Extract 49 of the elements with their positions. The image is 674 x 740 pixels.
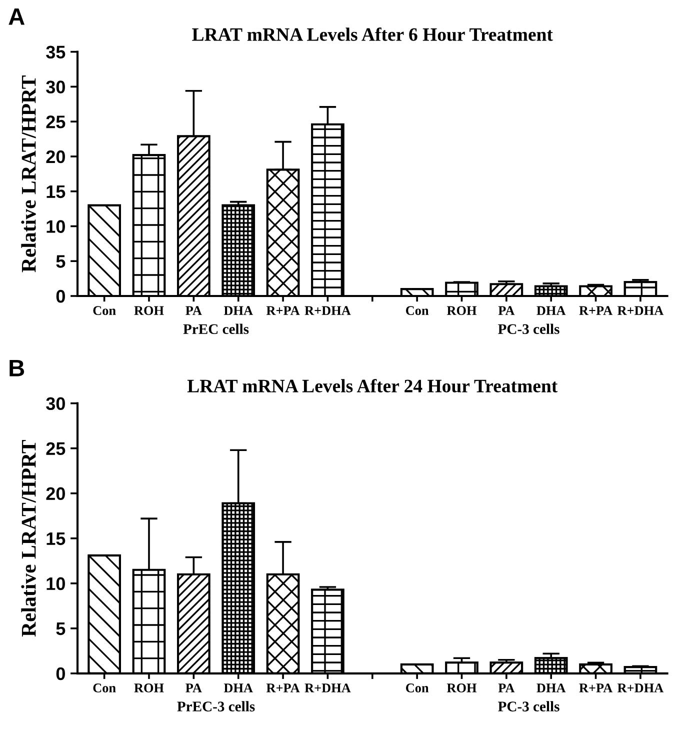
text: PC-3 cells [498, 701, 560, 712]
y-tick-label: 0 [56, 290, 65, 303]
y-tick-label: 30 [46, 80, 65, 94]
x-tick-label: DHA [224, 306, 253, 315]
x-tick-label: R+PA [579, 306, 613, 315]
y-tick-label: 10 [46, 220, 65, 233]
x-tick-label: PA [186, 306, 202, 315]
x-tick-label: R+PA [266, 306, 300, 315]
x-tick-label: DHA [224, 684, 253, 692]
x-tick-label: R+PA [266, 684, 300, 692]
x-tick-label: R+DHA [617, 684, 664, 692]
text: PC-3 cells [498, 324, 560, 334]
chart-title: LRAT mRNA Levels After 6 Hour Treatment [192, 27, 553, 41]
x-tick-label: PA [498, 684, 515, 692]
y-tick-label: 15 [46, 185, 66, 198]
y-tick-label: 30 [46, 397, 65, 410]
y-tick-label: 20 [46, 150, 65, 164]
x-tick-label: ROH [446, 306, 477, 316]
y-tick-label: 25 [46, 442, 66, 456]
x-tick-label: R+DHA [304, 684, 351, 692]
x-tick-label: ROH [134, 684, 164, 692]
x-tick-label: Con [406, 684, 429, 692]
y-tick-label: 35 [46, 46, 66, 59]
x-tick-label: Con [406, 306, 429, 316]
y-tick-label: 15 [46, 532, 66, 546]
y-tick-label: 25 [46, 116, 66, 128]
x-tick-label: Con [93, 306, 116, 316]
x-tick-label: ROH [446, 684, 477, 692]
x-tick-label: DHA [536, 684, 566, 692]
x-tick-label: R+PA [579, 684, 613, 692]
y-tick-label: 5 [56, 622, 66, 636]
y-axis-title: Relative LRAT/HPRT [21, 440, 36, 637]
text: PrEC-3 cells [177, 701, 255, 712]
x-tick-label: ROH [134, 306, 164, 316]
y-tick-label: 10 [46, 577, 65, 590]
x-tick-label: Con [93, 684, 116, 692]
x-tick-label: R+DHA [617, 306, 664, 315]
x-tick-label: DHA [536, 306, 566, 315]
text: B [10, 360, 24, 376]
x-tick-label: R+DHA [304, 306, 351, 315]
chart-title: LRAT mRNA Levels After 24 Hour Treatment [187, 378, 558, 392]
x-tick-label: PA [186, 684, 202, 692]
y-tick-label: 20 [46, 487, 65, 500]
y-tick-label: 0 [56, 667, 65, 680]
y-tick-label: 5 [56, 255, 66, 268]
y-axis-title: Relative LRAT/HPRT [21, 76, 36, 272]
x-tick-label: PA [498, 306, 515, 315]
text: A [8, 8, 25, 25]
text: PrEC cells [183, 324, 249, 334]
